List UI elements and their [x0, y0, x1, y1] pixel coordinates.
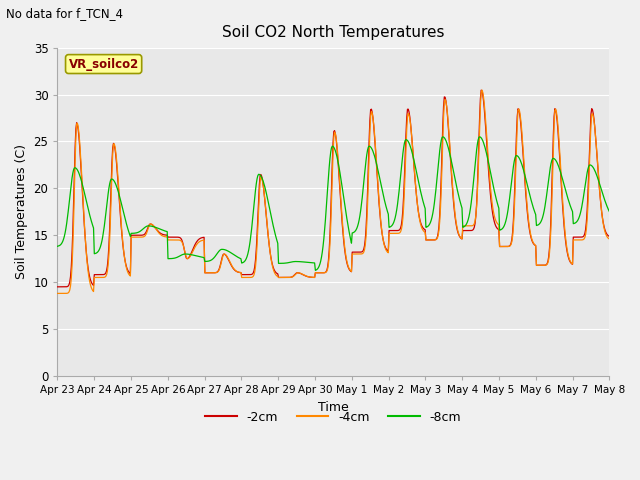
- X-axis label: Time: Time: [318, 400, 349, 413]
- Text: VR_soilco2: VR_soilco2: [68, 58, 139, 71]
- Y-axis label: Soil Temperatures (C): Soil Temperatures (C): [15, 144, 28, 279]
- Title: Soil CO2 North Temperatures: Soil CO2 North Temperatures: [222, 24, 445, 39]
- Legend: -2cm, -4cm, -8cm: -2cm, -4cm, -8cm: [200, 406, 467, 429]
- Text: No data for f_TCN_4: No data for f_TCN_4: [6, 7, 124, 20]
